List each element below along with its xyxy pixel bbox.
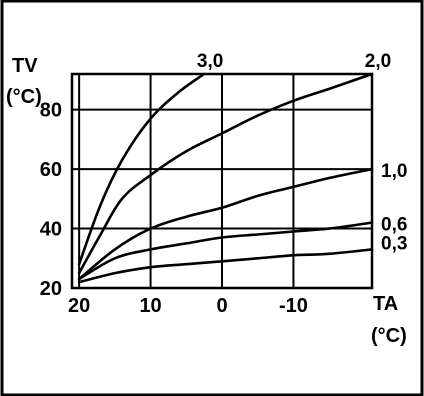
y-tick-label: 40: [40, 219, 62, 241]
x-tick-label: 20: [68, 295, 90, 317]
x-axis-unit: (°C): [371, 325, 407, 347]
series-label: 1,0: [381, 161, 407, 182]
tick-labels: 20 10 0 -10 20 40 60 80: [40, 100, 308, 317]
y-tick-label: 60: [40, 159, 62, 181]
series-label: 0,6: [381, 215, 407, 236]
series-line: [77, 167, 374, 281]
series-label: 0,3: [381, 233, 407, 254]
plot-area-border: [70, 72, 374, 290]
y-tick-label: 20: [40, 278, 62, 300]
series-line: [77, 72, 206, 266]
y-tick-label: 80: [40, 100, 62, 122]
x-tick-label: 0: [216, 295, 227, 317]
series-line: [77, 248, 374, 284]
y-axis-label: TV: [12, 55, 38, 77]
series-labels: 3,0 2,0 1,0 0,60,3: [197, 51, 407, 254]
y-axis-unit: (°C): [6, 86, 42, 108]
x-tick-label: -10: [279, 295, 308, 317]
grid: [72, 74, 372, 288]
series-line: [77, 72, 374, 275]
x-axis-label: TA: [373, 293, 398, 315]
x-tick-label: 10: [139, 295, 161, 317]
series-label: 2,0: [365, 51, 391, 72]
series-label: 3,0: [197, 51, 223, 72]
series-lines: [77, 72, 374, 284]
series-line: [77, 221, 374, 281]
